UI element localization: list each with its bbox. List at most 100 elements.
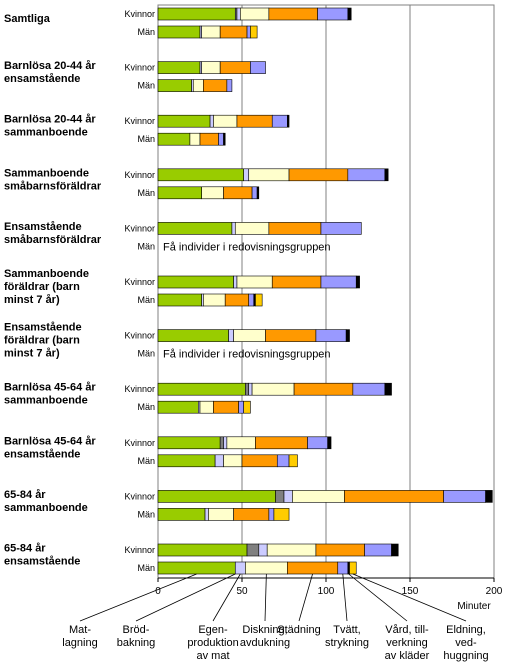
bar-segment-kvinnor (157, 61, 201, 74)
callout-line (264, 573, 267, 622)
category-label: av mat (196, 650, 229, 662)
bar-segment-kvinnor (292, 490, 345, 503)
group-label: minst 7 år) (4, 294, 60, 306)
bar-segment-kvinnor (344, 490, 444, 503)
category-label: Tvätt, (333, 624, 361, 636)
bar-segment-kvinnor (268, 222, 322, 235)
bar-segment-man (287, 561, 339, 575)
x-axis-unit-label: Minuter (457, 601, 491, 612)
bar-segment-man (201, 25, 221, 39)
bar-segment-man (233, 508, 270, 521)
bar-segment-kvinnor (157, 436, 221, 450)
category-label: verkning (386, 637, 428, 649)
sex-label-man: Män (137, 81, 155, 91)
bar-segment-man (157, 132, 191, 146)
group-label: ensamstående (4, 556, 80, 568)
category-callouts: Mat-lagningBröd-bakningEgen-produktionav… (62, 573, 489, 662)
bar-segment-man (157, 400, 199, 414)
category-label: lagning (62, 637, 97, 649)
bar-segment-kvinnor (157, 7, 236, 21)
bar-segment-man (268, 508, 275, 521)
bar-segment-kvinnor (157, 168, 244, 182)
bar-segment-kvinnor (233, 329, 266, 342)
bar-segment-kvinnor (248, 168, 290, 182)
bar-segment-man (157, 454, 216, 468)
bar-segment-man (349, 561, 357, 575)
x-tick-label: 0 (155, 586, 161, 597)
bar-segment-kvinnor (317, 7, 349, 21)
group-label: sammanboende (4, 127, 88, 139)
bar-segment-man (189, 132, 201, 146)
bar-segment-kvinnor (327, 436, 332, 450)
bars (157, 7, 493, 575)
bar-segment-man (223, 186, 253, 200)
x-tick-label: 150 (402, 586, 419, 597)
callout-line (348, 573, 408, 622)
category-label: bakning (117, 637, 156, 649)
x-tick-label: 100 (318, 586, 335, 597)
bar-segment-kvinnor (275, 490, 285, 503)
sex-label-man: Män (137, 188, 155, 198)
bar-segment-man (250, 25, 258, 39)
sex-label-man: Män (137, 509, 155, 519)
bar-segment-man (223, 132, 226, 146)
bar-segment-man (245, 561, 288, 575)
group-label: småbarnsföräldrar (4, 180, 102, 192)
bar-segment-kvinnor (315, 543, 365, 557)
bar-segment-man (157, 508, 206, 521)
bar-segment-kvinnor (209, 114, 214, 128)
bar-segment-kvinnor (258, 543, 268, 557)
bar-segment-man (204, 508, 209, 521)
category-label: avdukning (240, 637, 290, 649)
x-tick-label: 50 (236, 586, 248, 597)
bar-segment-kvinnor (287, 114, 290, 128)
bar-segment-man (157, 79, 192, 92)
bar-segment-man (157, 25, 201, 39)
gridlines (241, 5, 411, 578)
bar-segment-kvinnor (384, 382, 392, 396)
bar-segment-kvinnor (266, 543, 317, 557)
bar-segment-kvinnor (234, 222, 270, 235)
note-text: Få individer i redovisningsgruppen (163, 241, 331, 253)
bar-segment-man (243, 400, 251, 414)
bar-segment-kvinnor (231, 222, 236, 235)
sex-label-kvinnor: Kvinnor (124, 9, 155, 19)
category-label: Vård, till- (385, 624, 429, 636)
category-label: Mat- (69, 624, 91, 636)
group-label: 65-84 år (4, 489, 46, 501)
bar-segment-man (337, 561, 349, 575)
group-label: Sammanboende (4, 167, 89, 179)
bar-segment-kvinnor (347, 7, 352, 21)
sex-label-kvinnor: Kvinnor (124, 545, 155, 555)
bar-segment-kvinnor (391, 543, 399, 557)
group-label: 65-84 år (4, 543, 46, 555)
bar-segment-man (208, 508, 234, 521)
bar-segment-man (157, 186, 202, 200)
bar-segment-kvinnor (265, 329, 317, 342)
group-label: sammanboende (4, 502, 88, 514)
bar-segment-kvinnor (288, 168, 349, 182)
category-label: produktion (187, 637, 238, 649)
bar-segment-man (255, 293, 263, 307)
sex-label-man: Män (137, 402, 155, 412)
sex-label-man: Män (137, 27, 155, 37)
group-label: Sammanboende (4, 268, 89, 280)
bar-segment-man (201, 186, 224, 200)
bar-segment-man (157, 561, 236, 575)
bar-segment-kvinnor (246, 543, 260, 557)
sex-label-man: Män (137, 134, 155, 144)
bar-segment-kvinnor (347, 168, 386, 182)
bar-segment-man (276, 454, 290, 468)
group-label: föräldrar (barn (4, 335, 80, 347)
bar-segment-kvinnor (223, 436, 228, 450)
sex-label-kvinnor: Kvinnor (124, 491, 155, 501)
bar-segment-man (199, 132, 219, 146)
group-label: föräldrar (barn (4, 281, 80, 293)
bar-segment-man (273, 508, 290, 521)
bar-segment-kvinnor (219, 436, 224, 450)
bar-segment-man (157, 293, 202, 307)
bar-segment-man (203, 293, 226, 307)
group-label: ensamstående (4, 448, 80, 460)
bar-segment-kvinnor (320, 275, 357, 289)
bar-segment-man (288, 454, 298, 468)
